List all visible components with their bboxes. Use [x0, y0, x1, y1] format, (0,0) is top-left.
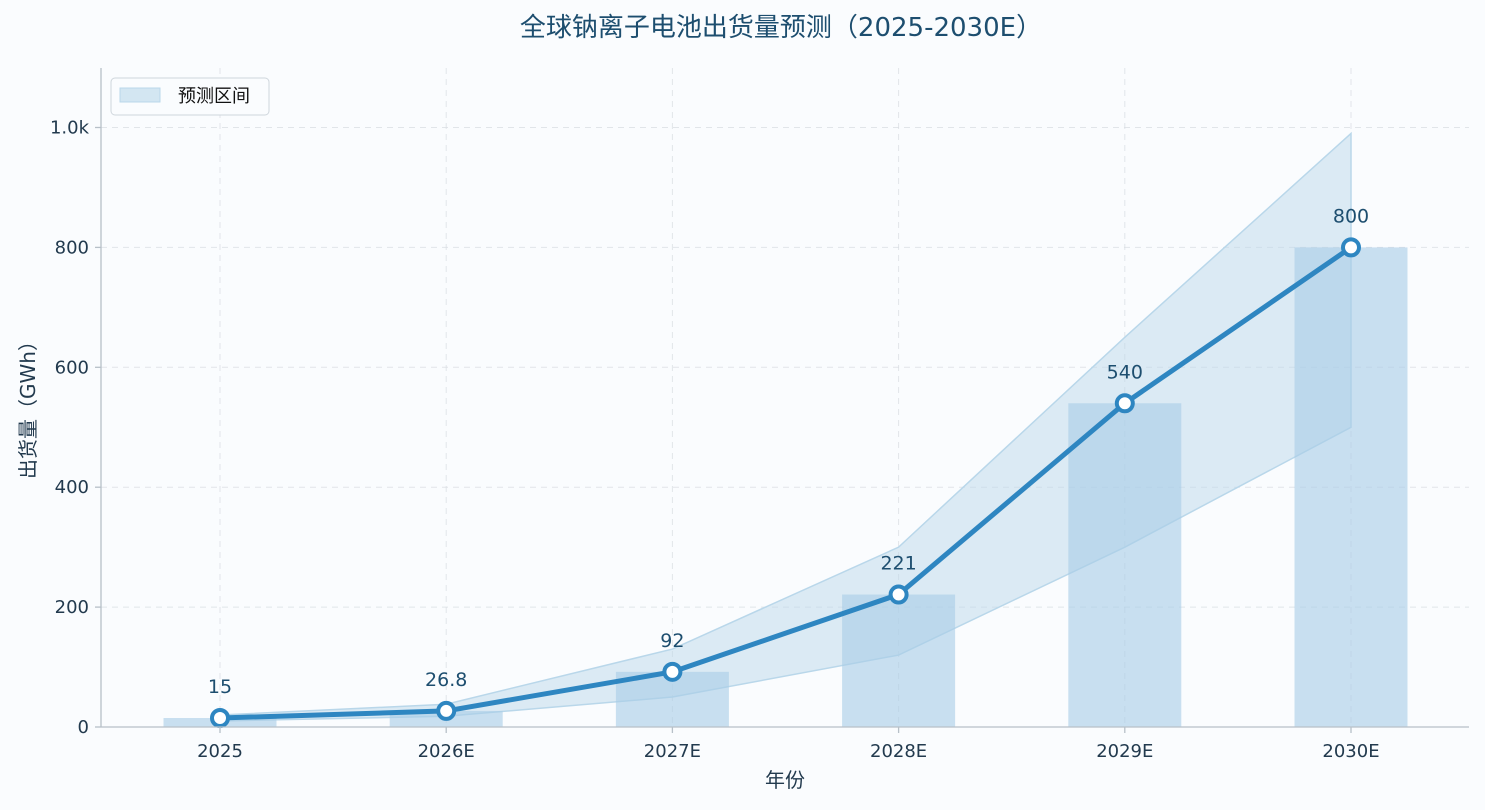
data-label-2030E: 800	[1333, 205, 1369, 227]
point-2028E	[888, 584, 909, 605]
legend-box	[110, 77, 270, 116]
legend-swatch-forecast-band	[119, 87, 161, 103]
x-tick-label: 2026E	[418, 741, 475, 762]
series-line	[217, 244, 1354, 721]
data-label-2026E: 26.8	[425, 669, 467, 691]
legend: 预测区间	[110, 77, 270, 116]
point-2025	[210, 708, 230, 729]
grid-layer	[101, 68, 1469, 727]
axis-layer: 0 200 400 600 800 1.0k 2025 2026E 2027E 2028E 2029…	[50, 68, 1469, 762]
y-tick-label: 1.0k	[50, 118, 90, 139]
legend-label-forecast-band: 预测区间	[178, 86, 250, 107]
y-tick-label: 800	[55, 237, 89, 258]
point-2027E	[662, 661, 683, 682]
x-axis-label: 年份	[765, 768, 805, 792]
bar-2029E	[1068, 403, 1182, 727]
y-tick-label: 200	[55, 597, 89, 618]
x-tick-label: 2028E	[870, 741, 927, 762]
line-layer	[210, 237, 1361, 729]
bar-2028E	[842, 594, 956, 727]
bar-layer	[163, 247, 1408, 727]
y-axis-label: 出货量（GWh）	[16, 331, 40, 479]
data-label-layer: 15 26.8 92 221 540 800	[208, 205, 1369, 698]
x-tick-label: 2029E	[1096, 741, 1153, 762]
bar-2030E	[1294, 247, 1408, 727]
chart-title: 全球钠离子电池出货量预测（2025-2030E）	[520, 13, 1042, 43]
x-tick-label: 2027E	[644, 741, 701, 762]
data-label-2028E: 221	[880, 553, 916, 575]
y-tick-label: 600	[55, 357, 89, 378]
point-2030E	[1341, 237, 1361, 258]
x-tick-label: 2025	[197, 741, 243, 762]
x-tick-label: 2030E	[1322, 741, 1379, 762]
point-2029E	[1114, 393, 1135, 414]
y-tick-label: 0	[78, 717, 89, 738]
point-2026E	[436, 700, 457, 721]
data-label-2029E: 540	[1107, 361, 1143, 383]
data-label-2027E: 92	[660, 630, 684, 652]
data-label-2025: 15	[208, 676, 232, 698]
y-tick-label: 400	[55, 477, 89, 498]
